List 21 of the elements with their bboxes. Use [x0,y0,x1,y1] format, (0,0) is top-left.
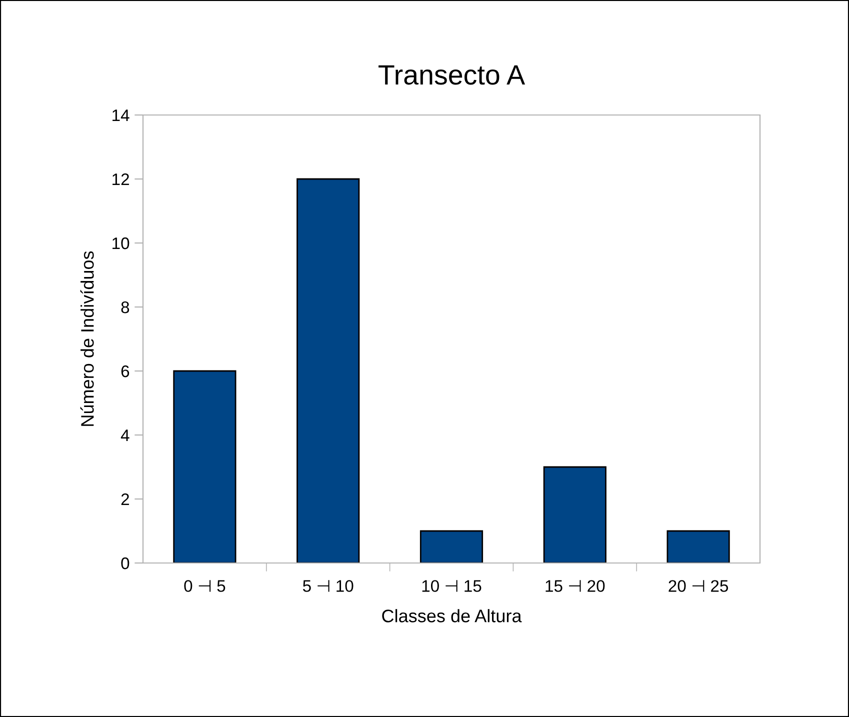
x-tick-label: 15 ⊣ 20 [546,580,605,592]
x-tick-label: 20 ⊣ 25 [668,580,728,592]
y-tick-label: 8 [121,301,130,314]
x-tick-label: 5 ⊣ 10 [302,580,354,592]
y-axis-title: Número de Indivíduos [80,251,94,426]
y-tick-label: 12 [112,173,129,186]
y-tick-label: 2 [121,493,129,506]
y-tick-label: 6 [121,365,130,378]
y-tick-label: 10 [112,237,130,250]
y-tick-label: 14 [112,110,130,122]
x-axis-title: Classes de Altura [382,609,522,622]
bar [543,466,606,563]
y-tick-label: 4 [120,430,130,442]
bar [296,178,360,563]
chart-title: Transecto A [378,65,526,85]
bar [666,530,730,563]
bar [420,530,484,563]
y-tick-label: 0 [121,557,130,570]
x-tick-label: 10 ⊣ 15 [422,580,482,592]
bar [173,370,236,563]
x-tick-label: 0 ⊣ 5 [184,580,226,592]
